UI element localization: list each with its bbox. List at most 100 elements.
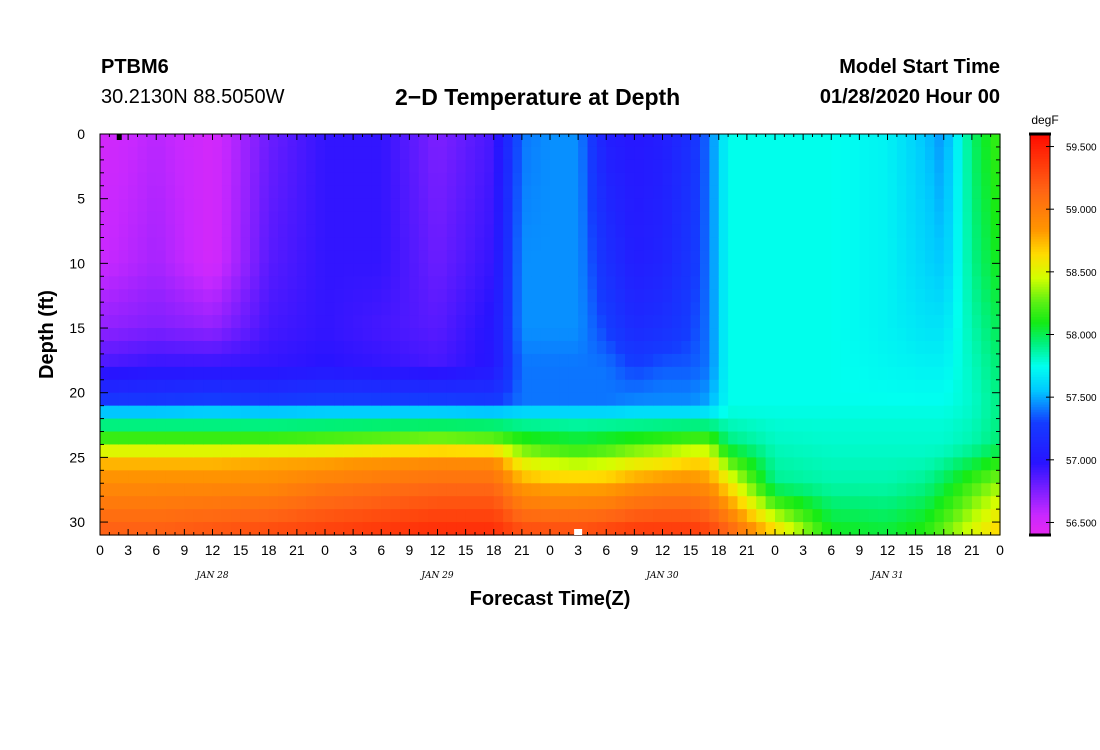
heatmap-cell (493, 263, 504, 277)
model-start-value: 01/28/2020 Hour 00 (819, 86, 1000, 108)
heatmap-cell (353, 431, 364, 446)
heatmap-cell (540, 392, 551, 407)
heatmap-cell (840, 237, 851, 252)
heatmap-cell (906, 353, 917, 368)
heatmap-cell (268, 289, 279, 303)
colorbar-swatch (1030, 171, 1050, 175)
colorbar-swatch (1030, 337, 1050, 341)
heatmap-cell (296, 198, 307, 213)
heatmap-cell (737, 444, 748, 458)
heatmap-cell (840, 134, 851, 148)
heatmap-cell (550, 496, 560, 510)
heatmap-cell (971, 146, 982, 161)
heatmap-cell (925, 250, 935, 264)
heatmap-cell (484, 198, 495, 213)
heatmap-cell (587, 289, 598, 303)
heatmap-cell (456, 444, 467, 458)
heatmap-cell (728, 418, 739, 433)
heatmap-cell (137, 444, 148, 458)
heatmap-cell (887, 379, 898, 394)
heatmap-cell (793, 159, 804, 174)
heatmap-cell (887, 366, 898, 381)
heatmap-cell (521, 302, 532, 316)
heatmap-cell (981, 470, 992, 484)
heatmap-cell (259, 328, 270, 342)
heatmap-cell (662, 224, 673, 239)
heatmap-cell (868, 444, 879, 458)
heatmap-cell (709, 340, 720, 355)
heatmap-cell (859, 509, 870, 523)
heatmap-cell (165, 211, 176, 226)
heatmap-cell (306, 418, 317, 433)
heatmap-cell (250, 302, 260, 316)
heatmap-cell (943, 418, 954, 433)
heatmap-cell (737, 211, 748, 226)
heatmap-cell (653, 483, 664, 497)
heatmap-cell (296, 224, 307, 239)
heatmap-cell (446, 224, 457, 239)
heatmap-cell (625, 457, 635, 471)
heatmap-cell (906, 444, 917, 458)
heatmap-cell (109, 353, 120, 368)
heatmap-cell (128, 405, 139, 420)
heatmap-cell (343, 328, 354, 342)
heatmap-cell (203, 470, 214, 484)
heatmap-cell (296, 496, 307, 510)
heatmap-cell (859, 250, 870, 264)
heatmap-cell (334, 366, 345, 381)
heatmap-cell (465, 146, 476, 161)
heatmap-cell (128, 392, 139, 407)
heatmap-cell (784, 276, 795, 290)
x-tick-label: 15 (458, 542, 474, 558)
heatmap-cell (653, 340, 664, 355)
colorbar-swatch (1030, 204, 1050, 208)
heatmap-cell (634, 250, 645, 264)
heatmap-cell (456, 185, 467, 200)
heatmap-cell (990, 185, 1001, 200)
heatmap-cell (165, 483, 176, 497)
heatmap-cell (840, 431, 851, 446)
heatmap-cell (446, 237, 457, 252)
heatmap-cell (193, 522, 204, 536)
heatmap-cell (118, 237, 129, 252)
heatmap-cell (896, 250, 907, 264)
heatmap-cell (643, 353, 654, 368)
heatmap-cell (175, 418, 185, 433)
heatmap-cell (118, 366, 129, 381)
heatmap-cell (962, 302, 973, 316)
heatmap-cell (212, 211, 223, 226)
heatmap-cell (446, 470, 457, 484)
colorbar-swatch (1030, 402, 1050, 406)
heatmap-cell (118, 470, 129, 484)
heatmap-cell (943, 172, 954, 187)
heatmap-cell (850, 328, 860, 342)
heatmap-cell (221, 496, 232, 510)
heatmap-cell (990, 211, 1001, 226)
heatmap-cell (146, 353, 157, 368)
heatmap-cell (100, 379, 110, 394)
heatmap-cell (240, 289, 251, 303)
heatmap-cell (240, 353, 251, 368)
colorbar-swatch (1030, 424, 1050, 428)
heatmap-cell (653, 509, 664, 523)
heatmap-cell (775, 483, 785, 497)
x-date-label: JAN 30 (644, 571, 679, 581)
heatmap-cell (840, 509, 851, 523)
heatmap-cell (165, 405, 176, 420)
heatmap-cell (925, 392, 935, 407)
heatmap-cell (559, 289, 570, 303)
heatmap-cell (765, 289, 776, 303)
heatmap-cell (709, 302, 720, 316)
heatmap-cell (418, 353, 429, 368)
heatmap-cell (906, 431, 917, 446)
heatmap-cell (606, 366, 617, 381)
heatmap-cell (306, 315, 317, 329)
heatmap-cell (540, 289, 551, 303)
heatmap-cell (446, 146, 457, 161)
heatmap-cell (793, 509, 804, 523)
heatmap-cell (981, 224, 992, 239)
heatmap-cell (896, 470, 907, 484)
heatmap-cell (756, 211, 767, 226)
heatmap-cell (315, 340, 326, 355)
